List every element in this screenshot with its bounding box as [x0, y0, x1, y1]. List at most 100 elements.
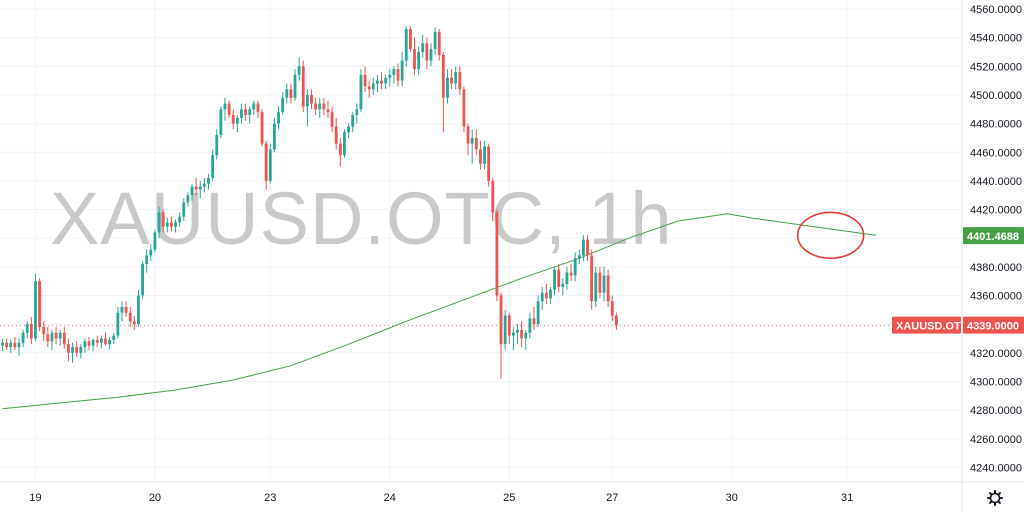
- candle-body: [87, 341, 91, 346]
- time-tick-label: 25: [503, 492, 515, 504]
- candle-body: [149, 249, 153, 256]
- candle-down: [614, 312, 618, 330]
- candle-up: [99, 335, 103, 349]
- price-tick-label: 4560.0000: [970, 4, 1022, 16]
- candle-body: [425, 43, 429, 61]
- price-tick-label: 4480.0000: [970, 119, 1022, 131]
- candle-body: [198, 186, 202, 190]
- candle-body: [161, 212, 165, 227]
- candle-body: [137, 295, 140, 325]
- candle-down: [62, 327, 66, 349]
- candle-up: [268, 143, 272, 184]
- candle-body: [1, 342, 4, 346]
- candle-body: [248, 109, 252, 116]
- candle-body: [13, 342, 17, 348]
- candle-body: [614, 315, 618, 326]
- candle-down: [479, 140, 482, 170]
- price-tick-label: 4360.0000: [970, 291, 1022, 303]
- candle-up: [446, 69, 449, 104]
- candle-body: [227, 103, 231, 116]
- candle-down: [450, 69, 453, 90]
- candle-down: [104, 332, 107, 346]
- candle-body: [21, 332, 25, 343]
- candle-body: [50, 332, 54, 342]
- candle-up: [83, 338, 87, 353]
- candle-body: [17, 342, 21, 348]
- candle-body: [540, 292, 544, 302]
- price-tick-label: 4540.0000: [970, 33, 1022, 45]
- candle-up: [240, 103, 243, 124]
- candle-down: [95, 335, 99, 348]
- price-tick-label: 4420.0000: [970, 205, 1022, 217]
- candle-body: [400, 60, 404, 81]
- candle-body: [170, 222, 173, 227]
- candle-body: [573, 258, 577, 276]
- candle-body: [376, 80, 379, 84]
- candle-body: [186, 195, 190, 203]
- candle-down: [606, 269, 610, 307]
- candle-up: [297, 57, 301, 81]
- price-tick-label: 4240.0000: [970, 462, 1022, 474]
- candle-body: [182, 202, 186, 217]
- candle-up: [141, 261, 144, 299]
- candle-up: [602, 266, 606, 302]
- candle-down: [310, 89, 313, 110]
- candle-down: [338, 137, 342, 167]
- candle-down: [408, 26, 412, 52]
- candle-body: [334, 126, 338, 144]
- candle-body: [264, 143, 268, 181]
- candle-down: [557, 263, 561, 293]
- candle-body: [421, 43, 425, 52]
- candle-up: [553, 266, 556, 296]
- candle-down: [42, 321, 46, 342]
- candle-body: [322, 103, 326, 110]
- candle-body: [211, 155, 215, 179]
- candle-body: [231, 115, 235, 124]
- moving-average-layer: [2, 213, 876, 410]
- candle-up: [198, 180, 202, 199]
- candle-body: [165, 222, 169, 227]
- candle-body: [273, 123, 276, 150]
- candle-up: [549, 286, 552, 305]
- candle-up: [17, 338, 21, 356]
- candle-body: [330, 112, 334, 127]
- candle-body: [371, 83, 375, 90]
- candle-down: [507, 312, 511, 345]
- candle-down: [260, 109, 264, 147]
- candle-up: [371, 77, 375, 95]
- candle-down: [124, 301, 128, 317]
- candle-body: [351, 115, 355, 127]
- moving-average-line: [2, 213, 876, 410]
- candle-up: [190, 183, 194, 201]
- candle-up: [524, 329, 528, 350]
- candle-body: [99, 338, 103, 343]
- candle-body: [367, 86, 371, 90]
- candle-up: [91, 338, 95, 352]
- time-tick-label: 23: [264, 492, 276, 504]
- symbol-badge-label: XAUUSD.OTC: [896, 321, 969, 333]
- candle-body: [326, 109, 330, 113]
- candle-body: [219, 109, 223, 136]
- candle-down: [227, 100, 231, 118]
- candle-body: [305, 94, 309, 107]
- candle-down: [474, 129, 478, 156]
- candle-body: [417, 51, 421, 70]
- candle-body: [511, 332, 515, 336]
- candle-up: [384, 74, 388, 90]
- candle-up: [293, 69, 297, 101]
- candle-body: [268, 149, 272, 181]
- candle-body: [46, 334, 50, 342]
- candle-down: [301, 60, 305, 113]
- time-axis[interactable]: 19 20 23 24 25 27 30 31: [29, 492, 853, 504]
- candle-down: [87, 337, 91, 350]
- candle-down: [499, 292, 503, 379]
- candle-down: [256, 100, 260, 118]
- candle-body: [235, 117, 239, 124]
- candle-down: [29, 316, 33, 345]
- candle-up: [281, 92, 285, 116]
- gear-icon[interactable]: [987, 490, 1003, 506]
- candle-body: [413, 49, 416, 70]
- candle-body: [83, 341, 87, 348]
